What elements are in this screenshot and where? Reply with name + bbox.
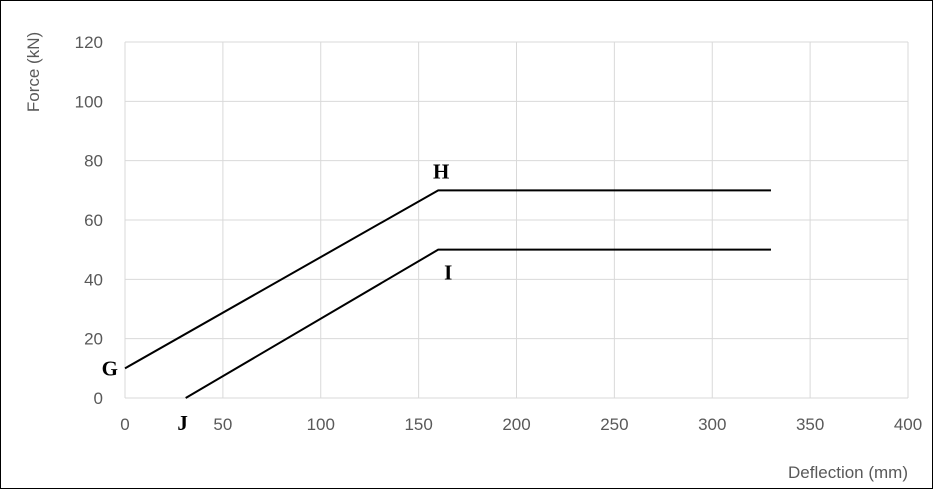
point-label-i: I bbox=[444, 261, 452, 285]
x-axis-title: Deflection (mm) bbox=[788, 463, 908, 482]
y-tick-label: 20 bbox=[84, 330, 103, 349]
point-label-j: J bbox=[177, 411, 188, 435]
y-axis-title: Force (kN) bbox=[24, 32, 43, 112]
series-line-1 bbox=[124, 189, 771, 370]
y-tick-label: 60 bbox=[84, 211, 103, 230]
point-annotations: G H I J bbox=[102, 159, 453, 435]
gridlines bbox=[124, 41, 909, 399]
x-tick-label: 50 bbox=[213, 415, 232, 434]
series-line-2 bbox=[185, 248, 771, 399]
x-tick-label: 350 bbox=[796, 415, 824, 434]
x-tick-label: 400 bbox=[894, 415, 922, 434]
y-tick-label: 100 bbox=[75, 92, 103, 111]
y-tick-label: 0 bbox=[94, 389, 103, 408]
point-label-g: G bbox=[102, 356, 118, 380]
point-label-h: H bbox=[433, 159, 449, 183]
y-tick-label: 80 bbox=[84, 152, 103, 171]
x-tick-label: 300 bbox=[698, 415, 726, 434]
x-tick-label: 150 bbox=[404, 415, 432, 434]
x-tick-label: 250 bbox=[600, 415, 628, 434]
x-tick-label: 100 bbox=[307, 415, 335, 434]
y-tick-label: 40 bbox=[84, 270, 103, 289]
y-tick-label: 120 bbox=[75, 33, 103, 52]
tick-labels: 0 50 100 150 200 250 300 350 400 0 20 40 60 80 100 120 bbox=[75, 33, 923, 434]
series-lines bbox=[124, 189, 771, 399]
x-tick-label: 200 bbox=[502, 415, 530, 434]
x-tick-label: 0 bbox=[120, 415, 129, 434]
